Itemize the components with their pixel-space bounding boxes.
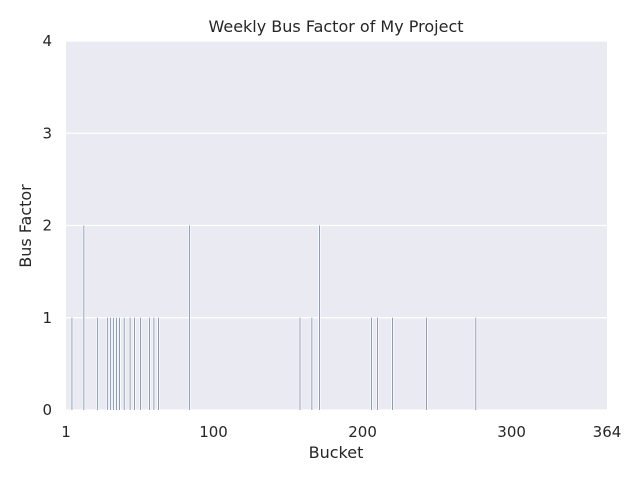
y-tick-labels: 0 1 2 3 4 — [42, 32, 52, 419]
bar-fill-29 — [107, 317, 109, 410]
bar-fill-31 — [110, 317, 112, 410]
x-tick-label-100: 100 — [199, 423, 228, 441]
chart-title: Weekly Bus Factor of My Project — [208, 17, 463, 36]
y-tick-label-3: 3 — [42, 124, 52, 142]
y-tick-label-1: 1 — [42, 309, 52, 327]
bar-fill-276 — [475, 317, 477, 410]
x-tick-label-300: 300 — [497, 423, 526, 441]
bar-fill-84 — [189, 225, 191, 410]
bar-fill-33 — [113, 317, 115, 410]
x-tick-labels: 1 100 200 300 364 — [61, 423, 621, 441]
bar-fill-44 — [129, 317, 131, 410]
bar-fill-220 — [392, 317, 393, 410]
grid — [66, 40, 607, 411]
bar-fill-5 — [71, 317, 73, 410]
y-tick-label-0: 0 — [42, 401, 52, 419]
bar-fill-210 — [377, 317, 378, 410]
bar-fill-158 — [299, 317, 301, 410]
bar-fill-40 — [123, 317, 125, 410]
bar-fill-35 — [116, 317, 118, 410]
y-axis-label: Bus Factor — [16, 184, 35, 268]
x-axis-label: Bucket — [309, 443, 364, 462]
y-tick-label-2: 2 — [42, 217, 52, 235]
bar-fill-47 — [134, 317, 135, 410]
x-tick-label-200: 200 — [348, 423, 377, 441]
bar-fill-51 — [140, 317, 141, 410]
x-tick-label-364: 364 — [593, 423, 622, 441]
bar-fill-60 — [153, 317, 155, 410]
bar-fill-206 — [371, 317, 372, 410]
x-tick-label-1: 1 — [61, 423, 71, 441]
bar-fill-63 — [158, 317, 159, 410]
bar-fill-37 — [119, 317, 121, 410]
bar-fill-57 — [149, 317, 150, 410]
y-tick-label-4: 4 — [42, 32, 52, 50]
bar-fill-22 — [96, 317, 98, 410]
bar-fill-171 — [319, 225, 320, 410]
bar-fill-166 — [311, 317, 313, 410]
bar-fill-13 — [83, 225, 85, 410]
bar-fill-243 — [426, 317, 428, 410]
bars — [70, 225, 478, 410]
